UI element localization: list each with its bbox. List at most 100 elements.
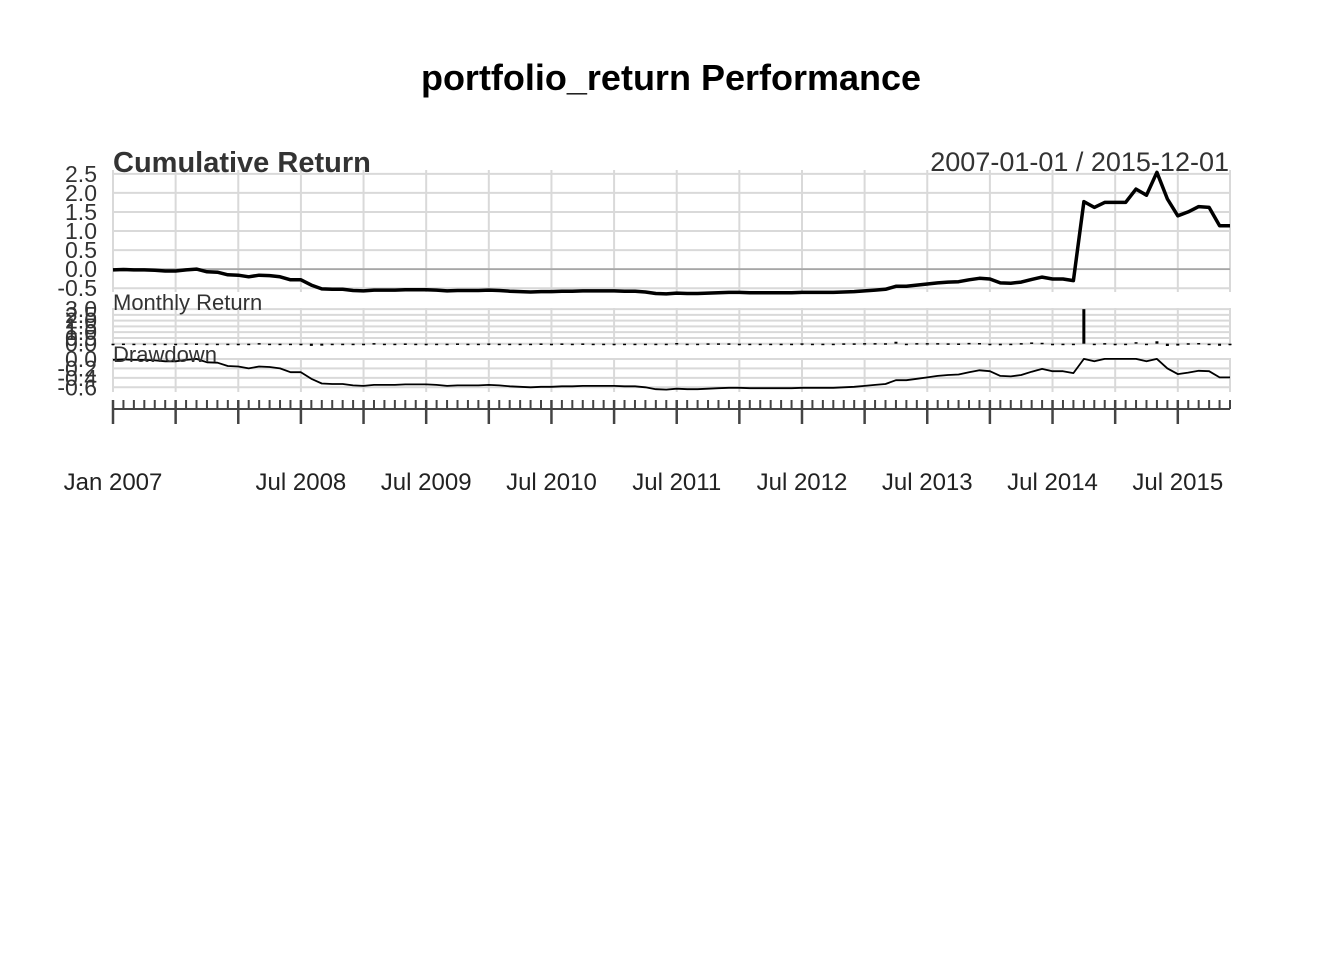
monthly-return-bar: [518, 343, 522, 346]
monthly-y-tick-label: 0.5: [65, 325, 97, 351]
monthly-return-bar: [821, 343, 825, 346]
monthly-return-bar: [800, 343, 804, 345]
x-tick-label: Jul 2013: [882, 469, 973, 496]
monthly-return-bar: [288, 343, 292, 346]
monthly-return-bar: [1207, 343, 1211, 346]
monthly-return-bar: [455, 343, 459, 345]
monthly-return-bar: [184, 343, 188, 345]
monthly-return-bar: [612, 343, 616, 346]
monthly-return-bar: [111, 343, 115, 346]
x-tick-label: Jul 2015: [1132, 469, 1223, 496]
x-tick-label: Jul 2010: [506, 469, 597, 496]
monthly-return-bar: [362, 343, 366, 346]
monthly-return-bar: [403, 343, 407, 345]
monthly-return-bar: [560, 343, 564, 345]
monthly-return-bar: [476, 343, 480, 346]
monthly-return-bar: [685, 343, 689, 346]
monthly-return-bar: [1165, 343, 1169, 346]
monthly-return-bar: [487, 343, 491, 345]
cumulative-panel-title: Cumulative Return: [113, 147, 371, 179]
x-tick-label: Jul 2014: [1007, 469, 1098, 496]
monthly-return-bar: [257, 343, 261, 345]
drawdown-panel: 0.0-0.2-0.4-0.6 Drawdown: [57, 342, 1231, 400]
cumulative-y-axis: 2.52.01.51.00.50.0-0.5: [57, 161, 97, 301]
monthly-return-bar: [727, 343, 731, 345]
monthly-return-bar: [643, 343, 647, 346]
monthly-return-bar: [236, 343, 240, 346]
monthly-return-bar: [915, 343, 919, 345]
monthly-y-tick-label: 2.0: [65, 308, 97, 334]
x-tick-label: Jan 2007: [64, 469, 163, 496]
monthly-y-tick-label: 1.5: [65, 313, 97, 339]
monthly-return-bar: [351, 343, 355, 346]
monthly-return-bar: [1176, 343, 1180, 346]
cumulative-y-tick-label: 1.0: [65, 218, 97, 244]
monthly-return-bar: [957, 343, 961, 345]
monthly-return-bar: [1061, 343, 1065, 346]
monthly-return-bar: [936, 343, 940, 345]
monthly-return-bar: [549, 343, 553, 346]
monthly-return-bar: [174, 343, 178, 346]
monthly-return-bar: [205, 343, 209, 346]
monthly-return-bar: [1218, 343, 1222, 346]
monthly-return-bar: [1030, 342, 1034, 344]
monthly-y-tick-label: 2.5: [65, 302, 97, 328]
monthly-return-bar: [748, 343, 752, 346]
monthly-return-bar: [299, 343, 303, 346]
monthly-return-bar: [633, 343, 637, 346]
cumulative-return-series: [112, 170, 1230, 296]
monthly-return-bar: [1155, 341, 1159, 344]
monthly-return-bar: [278, 343, 282, 346]
monthly-y-tick-label: 3.0: [65, 296, 97, 322]
cumulative-y-tick-label: 1.5: [65, 199, 97, 225]
monthly-return-bar: [925, 343, 929, 345]
monthly-return-bar: [393, 343, 397, 346]
x-tick-label: Jul 2009: [381, 469, 472, 496]
monthly-return-bar: [153, 343, 157, 346]
monthly-return-bar: [320, 343, 324, 346]
monthly-return-bar: [790, 343, 794, 346]
monthly-return-bar: [842, 343, 846, 345]
monthly-return-bar: [810, 343, 814, 346]
monthly-return-bar: [988, 343, 992, 346]
monthly-panel-title: Monthly Return: [113, 290, 262, 315]
monthly-return-bar: [570, 343, 574, 346]
cumulative-y-tick-label: -0.5: [57, 275, 97, 301]
monthly-return-bar: [737, 343, 741, 346]
monthly-return-bar: [132, 343, 136, 346]
monthly-return-bar: [226, 343, 230, 346]
monthly-return-bar: [445, 343, 449, 346]
monthly-return-bar: [581, 343, 585, 345]
monthly-return-bar: [1113, 343, 1117, 346]
monthly-return-bar: [1051, 343, 1055, 346]
monthly-y-axis: 3.02.52.01.51.00.50.0: [65, 296, 97, 357]
cumulative-y-tick-label: 0.5: [65, 237, 97, 263]
monthly-return-bar: [1144, 343, 1148, 346]
x-tick-label: Jul 2008: [256, 469, 347, 496]
monthly-return-bar: [268, 343, 272, 346]
monthly-return-bar: [716, 343, 720, 345]
drawdown-series: [112, 357, 1230, 391]
monthly-return-bar: [497, 343, 501, 346]
monthly-return-bar: [779, 343, 783, 346]
drawdown-line: [112, 357, 1230, 391]
chart-title: portfolio_return Performance: [421, 57, 921, 98]
monthly-return-bar: [1040, 342, 1044, 345]
monthly-return-bar: [1009, 343, 1013, 346]
cumulative-y-tick-label: 0.0: [65, 256, 97, 282]
cumulative-y-tick-label: 2.0: [65, 180, 97, 206]
cumulative-gridlines: [112, 170, 1231, 292]
x-tick-label: Jul 2011: [632, 469, 721, 496]
monthly-return-bar: [591, 343, 595, 346]
drawdown-panel-title: Drawdown: [113, 342, 217, 367]
drawdown-y-tick-label: 0.0: [65, 346, 97, 372]
monthly-return-bar: [424, 343, 428, 346]
x-axis: Jan 2007 Jul 2008 Jul 2009 Jul 2010 Jul 2011…: [64, 400, 1231, 496]
monthly-return-bar: [998, 343, 1002, 346]
date-range-label: 2007-01-01 / 2015-12-01: [930, 147, 1229, 177]
cumulative-line: [112, 170, 1230, 296]
monthly-return-bar: [675, 343, 679, 345]
monthly-return-bar: [1092, 343, 1096, 346]
monthly-return-bar: [831, 343, 835, 346]
